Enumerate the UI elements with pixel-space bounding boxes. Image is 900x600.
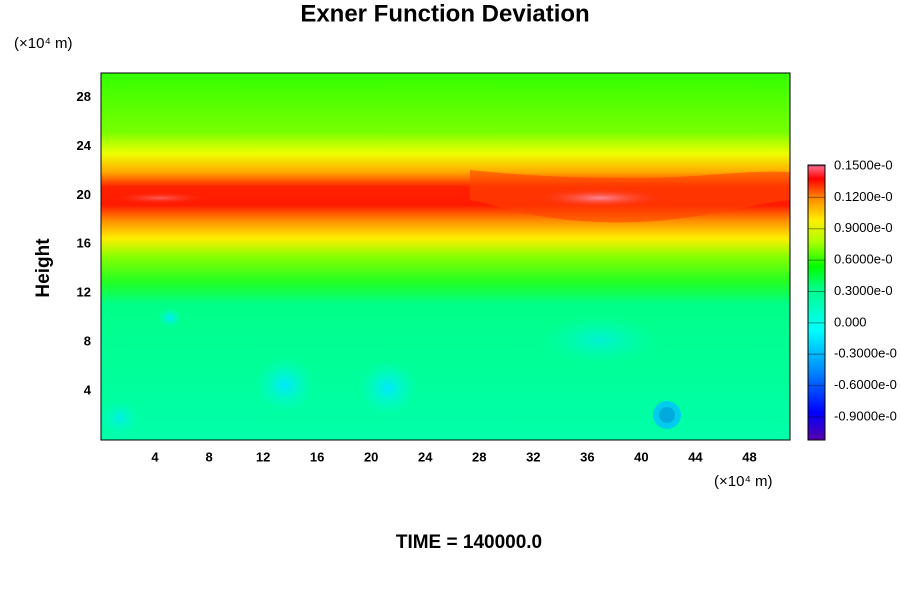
x-tick-label: 36 bbox=[580, 449, 594, 464]
x-tick-label: 24 bbox=[418, 449, 433, 464]
colorbar bbox=[807, 164, 826, 441]
y-axis-label: Height bbox=[33, 238, 54, 298]
y-tick-label: 4 bbox=[84, 383, 92, 398]
colorbar-tick-label: -0.6000e-0 bbox=[834, 377, 897, 392]
caption: TIME = 140000.0 bbox=[396, 532, 542, 553]
y-tick-label: 28 bbox=[77, 89, 91, 104]
colorbar-tick-label: 0.6000e-0 bbox=[834, 252, 893, 267]
x-tick-label: 12 bbox=[256, 449, 270, 464]
field bbox=[101, 73, 790, 440]
x-tick-label: 8 bbox=[205, 449, 212, 464]
plot-frame bbox=[100, 72, 791, 441]
y-tick-label: 24 bbox=[77, 138, 92, 153]
y-tick-label: 8 bbox=[84, 334, 91, 349]
x-unit: (×10⁴ m) bbox=[714, 473, 773, 490]
y-unit: (×10⁴ m) bbox=[14, 35, 73, 52]
x-tick-label: 40 bbox=[634, 449, 648, 464]
x-tick-label: 48 bbox=[742, 449, 756, 464]
colorbar-tick-label: -0.3000e-0 bbox=[834, 346, 897, 361]
x-tick-label: 44 bbox=[688, 449, 703, 464]
colorbar-tick-label: 0.9000e-0 bbox=[834, 220, 893, 235]
chart-title: Exner Function Deviation bbox=[300, 0, 589, 27]
colorbar-tick-label: 0.1500e-0 bbox=[834, 157, 893, 172]
x-tick-label: 4 bbox=[151, 449, 159, 464]
y-tick-label: 20 bbox=[77, 187, 91, 202]
x-tick-label: 32 bbox=[526, 449, 540, 464]
colorbar-tick-label: 0.000 bbox=[834, 314, 867, 329]
colorbar-tick-label: -0.9000e-0 bbox=[834, 408, 897, 423]
colorbar-tick-label: 0.3000e-0 bbox=[834, 283, 893, 298]
colorbar-tick-label: 0.1200e-0 bbox=[834, 189, 893, 204]
y-tick-label: 12 bbox=[77, 285, 91, 300]
x-tick-label: 16 bbox=[310, 449, 324, 464]
y-tick-label: 16 bbox=[77, 236, 91, 251]
x-tick-label: 28 bbox=[472, 449, 486, 464]
x-tick-label: 20 bbox=[364, 449, 378, 464]
